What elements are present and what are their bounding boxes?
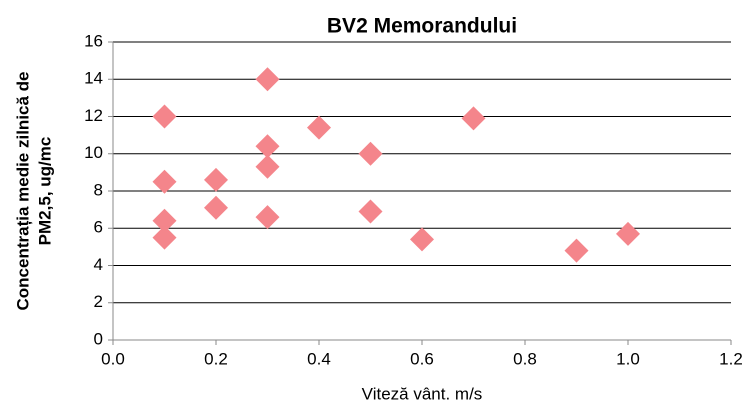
point (255, 67, 280, 92)
point (152, 208, 177, 233)
point (152, 169, 177, 194)
point (358, 141, 383, 166)
y-tick-label: 4 (94, 255, 103, 274)
x-tick-label: 1.2 (719, 349, 743, 368)
point (152, 104, 177, 129)
point (616, 221, 640, 246)
y-axis-label: PM2,5, ug/mc (35, 137, 54, 246)
point (204, 167, 228, 192)
x-tick-label: 0.0 (101, 349, 125, 368)
x-tick-label: 0.8 (513, 349, 537, 368)
point (461, 106, 486, 131)
chart-title: BV2 Memorandului (327, 15, 517, 38)
x-tick-label: 0.4 (307, 349, 331, 368)
point (255, 154, 280, 179)
x-tick-label: 0.2 (204, 349, 228, 368)
y-tick-label: 10 (84, 143, 103, 162)
y-tick-label: 8 (94, 180, 103, 199)
y-tick-label: 14 (84, 69, 103, 88)
x-tick-label: 1.0 (616, 349, 640, 368)
y-tick-label: 6 (94, 218, 103, 237)
point (564, 238, 589, 263)
y-tick-label: 2 (94, 292, 103, 311)
y-axis-label: Concentrația medie zilnică de (13, 71, 32, 310)
point (358, 199, 383, 224)
x-tick-label: 0.6 (410, 349, 434, 368)
point (255, 205, 280, 230)
y-tick-label: 0 (94, 329, 103, 348)
y-tick-label: 12 (84, 106, 103, 125)
point (152, 225, 177, 250)
y-tick-label: 16 (84, 31, 103, 50)
point (255, 134, 280, 159)
point (204, 195, 228, 220)
point (410, 227, 434, 252)
point (307, 115, 331, 140)
x-axis-label: Viteză vânt. m/s (362, 384, 483, 403)
